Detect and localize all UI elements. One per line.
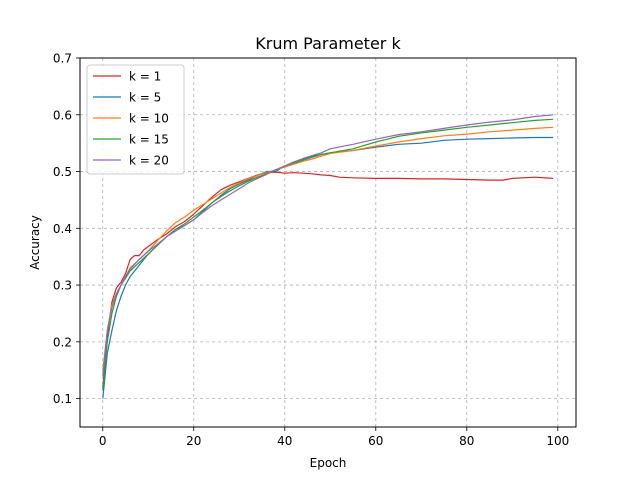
plot-frame bbox=[79, 57, 577, 428]
y-tick-label: 0.1 bbox=[53, 392, 72, 406]
legend-label: k = 5 bbox=[129, 91, 161, 105]
series-line-k-5 bbox=[102, 136, 554, 399]
x-tick-label: 20 bbox=[186, 434, 201, 448]
series-line-k-15 bbox=[102, 118, 554, 391]
axis-ticks: 0 20 40 60 80 100 0.1 0.2 0.3 0.4 0.5 0.6 0.7 bbox=[53, 52, 569, 449]
legend-box bbox=[86, 64, 185, 175]
legend-label: k = 1 bbox=[129, 70, 161, 84]
y-axis-label: Accuracy bbox=[28, 215, 42, 270]
x-tick-label: 80 bbox=[459, 434, 474, 448]
x-tick-label: 0 bbox=[99, 434, 107, 448]
series-layer bbox=[102, 114, 554, 399]
y-tick-label: 0.4 bbox=[53, 222, 72, 236]
legend-label: k = 15 bbox=[129, 133, 169, 147]
legend-label: k = 10 bbox=[129, 112, 169, 126]
y-tick-label: 0.5 bbox=[53, 165, 72, 179]
x-tick-label: 60 bbox=[368, 434, 383, 448]
y-tick-label: 0.6 bbox=[53, 108, 72, 122]
series-line-k-20 bbox=[102, 114, 554, 376]
x-tick-label: 100 bbox=[546, 434, 569, 448]
x-axis-label: Epoch bbox=[310, 456, 347, 470]
legend-label: k = 20 bbox=[129, 154, 169, 168]
y-tick-label: 0.2 bbox=[53, 335, 72, 349]
y-tick-label: 0.7 bbox=[53, 52, 72, 66]
x-tick-label: 40 bbox=[277, 434, 292, 448]
y-tick-label: 0.3 bbox=[53, 279, 72, 293]
chart-title: Krum Parameter k bbox=[255, 34, 401, 53]
legend: k = 1 k = 5 k = 10 k = 15 k = 20 bbox=[86, 64, 185, 175]
